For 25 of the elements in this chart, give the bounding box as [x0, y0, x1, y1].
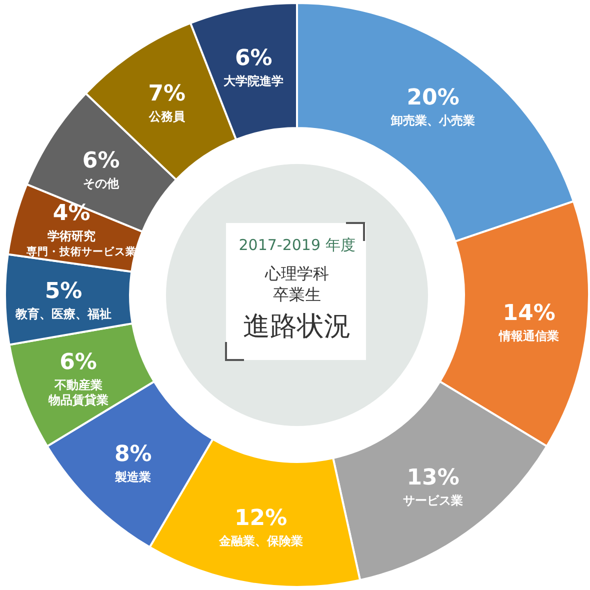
slice-label: 大学院進学 — [224, 74, 284, 88]
data-label: 20% — [406, 86, 460, 111]
slice-label: 製造業 — [114, 470, 152, 484]
slice-label: その他 — [83, 176, 120, 190]
text: 心理学科 — [264, 264, 329, 283]
data-label: 12% — [234, 506, 288, 532]
slice-label: 卸売業、小売業 — [390, 114, 476, 128]
slice-label: 教育、医療、福祉 — [14, 307, 112, 322]
slice-label: 不動産業物品賃貸業 — [47, 378, 108, 407]
text: 進路状況 — [243, 311, 351, 342]
slice-label: サービス業 — [403, 493, 464, 508]
data-label: 6% — [60, 350, 97, 375]
data-label: 6% — [82, 148, 120, 174]
data-label: 6% — [234, 46, 272, 72]
data-label: 13% — [406, 465, 460, 490]
text: 2017-2019 年度 — [238, 236, 356, 254]
data-label: 14% — [502, 300, 556, 326]
slice-label: 公務員 — [148, 110, 186, 124]
slice-label: 情報通信業 — [498, 328, 560, 343]
data-label: 7% — [148, 82, 186, 107]
data-label: 4% — [52, 200, 90, 226]
text: 卒業生 — [273, 285, 321, 304]
slice-label: 金融業、保険業 — [218, 534, 303, 548]
data-label: 8% — [114, 442, 152, 467]
data-label: 5% — [44, 279, 82, 304]
